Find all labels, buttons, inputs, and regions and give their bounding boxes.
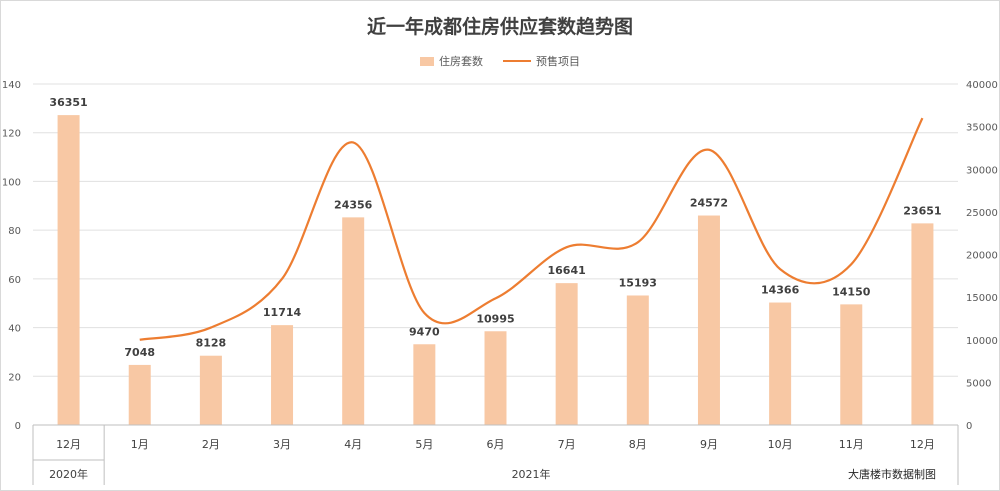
legend-swatch-bar	[420, 56, 434, 66]
bar-data-label: 16641	[548, 264, 586, 277]
legend-item-bar: 住房套数	[420, 53, 483, 69]
x-tick-label: 12月	[910, 438, 935, 451]
bar	[271, 325, 294, 425]
x-tick-label: 8月	[629, 438, 647, 451]
y-right-tick: 15000	[966, 293, 998, 304]
x-tick-label: 11月	[839, 438, 864, 451]
x-tick-label: 5月	[415, 438, 433, 451]
x-tick-label: 6月	[487, 438, 505, 451]
bar-data-label: 7048	[124, 346, 155, 359]
bar	[57, 115, 80, 425]
bar	[484, 331, 507, 425]
y-right-tick: 40000	[966, 80, 998, 91]
bar	[626, 295, 649, 425]
bar	[199, 355, 222, 425]
y-left-tick: 80	[8, 226, 21, 237]
y-right-tick: 10000	[966, 336, 998, 347]
chart-title: 近一年成都住房供应套数趋势图	[366, 16, 633, 38]
x-tick-label: 10月	[768, 438, 793, 451]
series-line	[139, 117, 924, 341]
y-left-tick: 60	[8, 275, 21, 286]
x-tick-label: 12月	[56, 438, 81, 451]
legend-label-line: 预售项目	[536, 55, 580, 68]
y-left-tick: 100	[2, 177, 21, 188]
y-right-tick: 30000	[966, 165, 998, 176]
legend-label-bar: 住房套数	[439, 55, 483, 68]
bar	[413, 344, 436, 425]
y-right-tick: 20000	[966, 251, 998, 262]
legend-item-line: 预售项目	[503, 53, 580, 69]
legend-swatch-line	[503, 60, 531, 62]
source-note: 大唐楼市数据制图	[848, 468, 936, 481]
y-right-tick: 35000	[966, 123, 998, 134]
x-tick-label: 9月	[700, 438, 718, 451]
bar	[769, 302, 792, 425]
x-tick-label: 3月	[273, 438, 291, 451]
y-right-tick: 5000	[966, 378, 991, 389]
bar-data-label: 14366	[761, 284, 800, 297]
x-group-label: 2020年	[49, 467, 88, 481]
x-group-label: 2021年	[512, 467, 551, 481]
y-right-tick: 25000	[966, 208, 998, 219]
bar	[911, 223, 934, 425]
bar-data-label: 11714	[263, 306, 302, 319]
x-tick-label: 1月	[131, 438, 149, 451]
bar	[342, 217, 365, 425]
bar-data-label: 36351	[49, 96, 87, 109]
bar-data-label: 24572	[690, 197, 728, 210]
y-left-tick: 120	[2, 129, 21, 140]
bar-data-label: 24356	[334, 198, 373, 211]
bar	[840, 304, 863, 425]
x-tick-label: 7月	[558, 438, 576, 451]
chart-legend: 住房套数 预售项目	[0, 53, 1000, 69]
y-right-tick: 0	[966, 421, 972, 432]
bar-data-label: 9470	[409, 325, 440, 338]
y-left-tick: 0	[15, 421, 21, 432]
y-left-tick: 140	[2, 80, 21, 91]
x-tick-label: 4月	[344, 438, 362, 451]
bar-data-label: 10995	[476, 312, 514, 325]
bar-data-label: 15193	[619, 276, 657, 289]
bar	[128, 364, 151, 425]
y-left-tick: 20	[8, 372, 21, 383]
bar-data-label: 14150	[832, 285, 871, 298]
x-tick-label: 2月	[202, 438, 220, 451]
bar	[555, 283, 578, 425]
y-left-tick: 40	[8, 324, 21, 335]
bar-data-label: 8128	[196, 337, 227, 350]
bar-data-label: 23651	[903, 204, 941, 217]
bar	[697, 215, 720, 425]
